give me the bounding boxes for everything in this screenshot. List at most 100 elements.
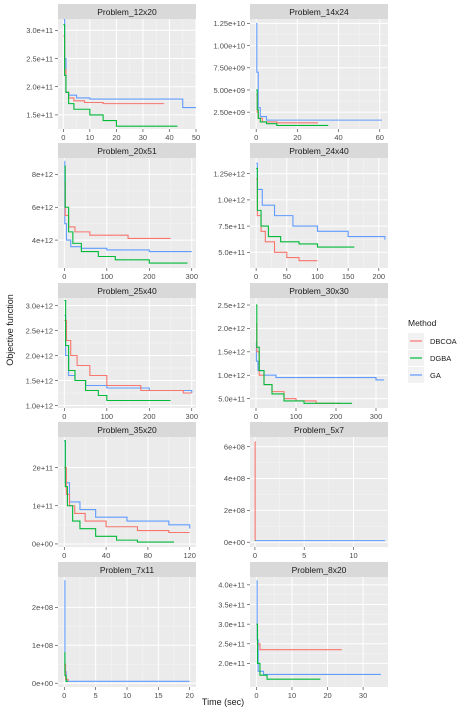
- series-line-dbcoa: [64, 182, 171, 239]
- x-tick-label: 30: [139, 133, 147, 142]
- x-tick-label: 0: [254, 691, 258, 700]
- facet-title: Problem_35x20: [97, 425, 157, 435]
- x-tick-label: 10: [349, 551, 357, 560]
- y-tick-label: 2.5e+11: [218, 640, 245, 649]
- panel-background: [250, 437, 388, 547]
- facet-title: Problem_12x20: [97, 7, 157, 17]
- series-line-dgba: [64, 299, 171, 402]
- x-tick-label: 300: [370, 412, 383, 421]
- y-tick-label: 4.0e+11: [218, 581, 245, 590]
- panel-background: [58, 19, 196, 129]
- facet-panel: Problem_25x40 0 100 200 300 1.0e+12 1.5e+12 2.0…: [26, 283, 198, 421]
- facet-strip: [250, 422, 388, 437]
- x-tick-label: 0: [254, 412, 258, 421]
- x-tick-label: 10: [123, 691, 131, 700]
- x-tick-label: 0: [62, 551, 66, 560]
- facet-title: Problem_24x40: [289, 146, 349, 156]
- facet-strip: [58, 4, 196, 19]
- y-tick-label: 0e+00: [32, 679, 53, 688]
- y-tick-label: 2.5e+11: [26, 54, 53, 63]
- panel-background: [58, 298, 196, 408]
- facet-strip: [250, 143, 388, 158]
- facet-panel: Problem_12x20 0 10 20 30 40 50 1.5e+11 2.0e+11 2.…: [26, 4, 200, 142]
- x-tick-label: 150: [342, 272, 355, 281]
- facet-title: Problem_25x40: [97, 286, 157, 296]
- x-tick-label: 200: [143, 412, 156, 421]
- x-axis-title: Time (sec): [202, 697, 244, 707]
- facet-panel: Problem_35x20 0 40 80 120 0e+00 1e+11 2e+11: [32, 422, 196, 560]
- y-tick-label: 8e+12: [32, 170, 53, 179]
- y-tick-label: 2.5e+12: [218, 301, 245, 310]
- x-tick-label: 0: [62, 272, 66, 281]
- x-tick-label: 5: [94, 691, 98, 700]
- x-tick-label: 5: [302, 551, 306, 560]
- y-tick-label: 5.0e+11: [218, 394, 245, 403]
- x-tick-label: 10: [86, 133, 94, 142]
- y-tick-label: 4e+12: [32, 236, 53, 245]
- series-line-ga: [256, 162, 386, 240]
- legend-items: DBCOA DGBA GA: [408, 333, 457, 383]
- y-tick-label: 2e+08: [224, 506, 245, 515]
- y-tick-label: 1.25e+12: [214, 170, 246, 179]
- x-tick-label: 100: [101, 272, 114, 281]
- y-tick-label: 1.5e+12: [218, 348, 245, 357]
- panel-background: [250, 577, 388, 687]
- legend-label: DGBA: [430, 354, 451, 363]
- x-tick-label: 40: [165, 133, 173, 142]
- facet-title: Problem_20x51: [97, 146, 157, 156]
- series-line-ga: [64, 160, 192, 253]
- legend: Method DBCOA DGBA GA: [408, 318, 457, 383]
- y-axis-title: Objective function: [5, 294, 15, 366]
- facet-strip: [58, 283, 196, 298]
- facet-panel: Problem_30x30 0 100 200 300 5.0e+11 1.0e+12 1.5…: [218, 283, 388, 421]
- facet-strip: [250, 562, 388, 577]
- x-tick-label: 0: [62, 691, 66, 700]
- y-tick-label: 2.50e+09: [214, 108, 246, 117]
- series-line-ga: [256, 22, 382, 121]
- x-tick-label: 200: [330, 412, 343, 421]
- y-tick-label: 2e+11: [32, 463, 53, 472]
- x-tick-label: 0: [254, 272, 258, 281]
- panel-background: [250, 298, 388, 408]
- series-line-dgba: [64, 440, 175, 543]
- y-tick-label: 1.5e+12: [26, 376, 53, 385]
- y-tick-label: 4e+08: [224, 474, 245, 483]
- panel-background: [250, 19, 388, 129]
- y-tick-label: 2.0e+11: [26, 82, 53, 91]
- y-tick-label: 1e+11: [32, 502, 53, 511]
- facet-panel: Problem_20x51 0 100 200 300 4e+12 6e+12 8e+12: [32, 143, 198, 281]
- x-tick-label: 50: [283, 272, 291, 281]
- facet-panel: Problem_5x7 0 5 10 0e+00 2e+08 4e+08 6e+08: [224, 422, 388, 560]
- series-line-dgba: [63, 24, 178, 127]
- facet-strip: [250, 4, 388, 19]
- x-tick-label: 30: [359, 691, 367, 700]
- x-tick-label: 15: [154, 691, 162, 700]
- series-line-dgba: [64, 165, 188, 264]
- facet-title: Problem_5x7: [294, 425, 344, 435]
- y-tick-label: 6e+08: [224, 442, 245, 451]
- x-tick-label: 20: [112, 133, 120, 142]
- x-tick-label: 0: [254, 133, 258, 142]
- y-tick-label: 5.0e+11: [218, 248, 245, 257]
- legend-label: GA: [430, 371, 441, 380]
- facet-title: Problem_14x24: [289, 7, 349, 17]
- facet-title: Problem_7x11: [100, 565, 154, 575]
- x-tick-label: 20: [323, 691, 331, 700]
- x-tick-label: 0: [61, 133, 65, 142]
- y-tick-label: 1e+08: [32, 641, 53, 650]
- y-tick-label: 2.0e+12: [218, 324, 245, 333]
- facet-panel: Problem_14x24 0 20 40 60 2.50e+09 5.00e+09 7.50…: [214, 4, 388, 142]
- series-line-dgba: [256, 167, 355, 248]
- y-tick-label: 1.0e+12: [218, 196, 245, 205]
- x-tick-label: 80: [144, 551, 152, 560]
- y-tick-label: 2e+08: [32, 603, 53, 612]
- series-line-dgba: [256, 89, 329, 126]
- y-tick-label: 1.00e+10: [214, 41, 246, 50]
- facet-strip: [58, 422, 196, 437]
- x-tick-label: 300: [185, 412, 198, 421]
- facet-panel: Problem_8x20 0 10 20 30 2.0e+11 2.5e+11 3.0e+11…: [218, 562, 388, 700]
- y-tick-label: 7.50e+09: [214, 64, 246, 73]
- y-tick-label: 1.0e+12: [218, 371, 245, 380]
- x-tick-label: 60: [376, 133, 384, 142]
